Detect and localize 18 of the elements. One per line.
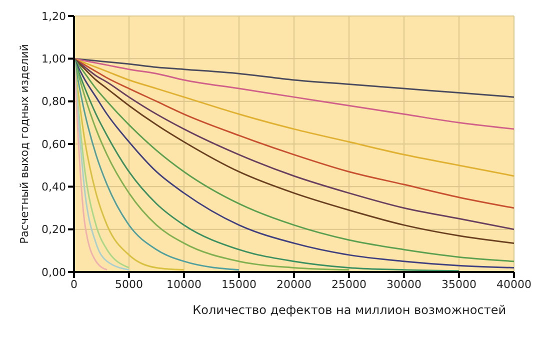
y-tick-label: 1,20 (42, 10, 66, 23)
x-tick-label: 20000 (276, 278, 312, 291)
y-tick-label: 0,60 (42, 138, 66, 151)
y-tick-label: 0,40 (42, 180, 66, 194)
x-tick-label: 30000 (386, 278, 422, 291)
x-tick-label: 25000 (332, 278, 366, 291)
x-tick-label: 10000 (166, 278, 202, 291)
y-tick-label: 0,00 (42, 266, 66, 279)
x-tick-label: 15000 (222, 278, 256, 291)
y-tick-label: 0,80 (42, 95, 66, 108)
x-tick-label: 5000 (115, 278, 143, 291)
y-tick-label: 0,20 (42, 223, 66, 236)
y-tick-label: 1,00 (42, 52, 66, 66)
y-axis-title: Расчетный выход годных изделий (18, 44, 31, 244)
x-tick-label: 0 (70, 278, 78, 291)
x-tick-label: 40000 (496, 278, 532, 291)
x-axis-title: Количество дефектов на миллион возможностей (192, 303, 506, 317)
x-tick-label: 35000 (442, 278, 476, 291)
